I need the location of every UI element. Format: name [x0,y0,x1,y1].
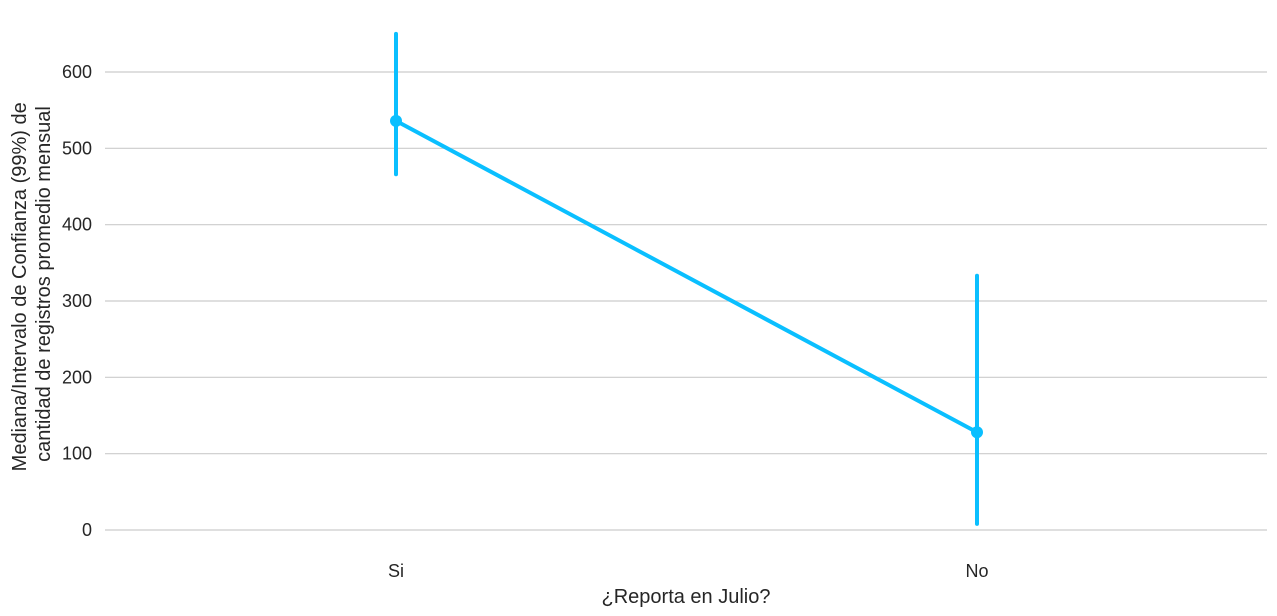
x-tick-label-0: Si [388,561,404,581]
y-tick-labels: 0 100 200 300 400 500 600 [62,62,92,540]
y-axis-label: Mediana/Intervalo de Confianza (99%) de … [9,97,55,472]
y-tick-label-0: 0 [82,520,92,540]
x-axis-label: ¿Reporta en Julio? [602,586,771,608]
y-tick-label-600: 600 [62,62,92,82]
y-tick-label-300: 300 [62,291,92,311]
y-tick-label-100: 100 [62,444,92,464]
y-tick-label-500: 500 [62,138,92,158]
y-axis-label-line-2: cantidad de registros promedio mensual [33,106,55,462]
y-gridlines [105,71,1267,531]
series-line-0 [394,118,979,435]
data-point-1 [971,426,983,439]
y-axis-label-line-1: Mediana/Intervalo de Confianza (99%) de [9,102,31,471]
x-tick-label-1: No [965,561,988,581]
data-point-0 [390,114,402,127]
y-tick-label-400: 400 [62,215,92,235]
series-layer [390,31,983,526]
x-tick-labels: Si No [388,561,989,581]
y-tick-label-200: 200 [62,367,92,387]
